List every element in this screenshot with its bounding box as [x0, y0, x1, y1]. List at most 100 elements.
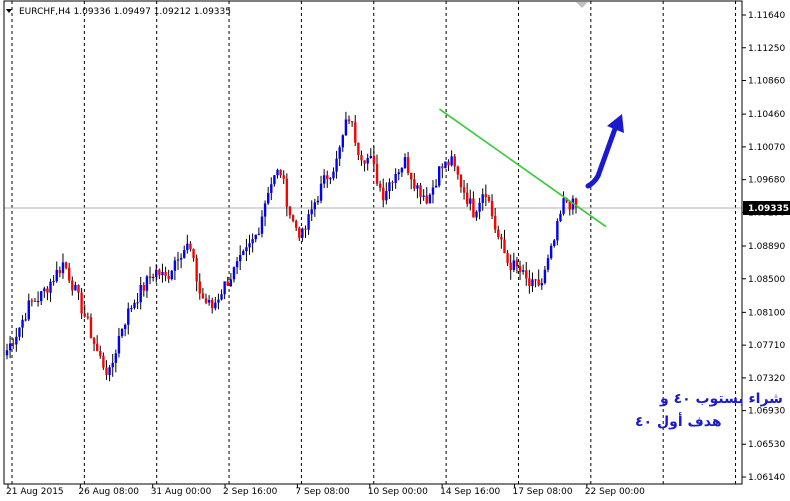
candle-body	[30, 300, 34, 302]
candle	[207, 295, 211, 306]
candle-body	[481, 194, 484, 203]
candle-body	[179, 257, 183, 260]
candle	[394, 168, 397, 189]
x-tick-label: 2 Sep 16:00	[223, 487, 278, 497]
candle	[503, 229, 506, 254]
candle	[497, 225, 500, 240]
candle-body	[21, 319, 24, 328]
candle	[515, 256, 519, 274]
candle	[441, 163, 444, 179]
candles	[5, 111, 578, 382]
candle	[372, 146, 376, 173]
candle	[403, 153, 407, 169]
candle	[329, 177, 332, 185]
scroll-marker-icon[interactable]	[576, 2, 588, 8]
candle-body	[161, 271, 164, 276]
candle	[338, 145, 341, 167]
candle	[335, 150, 338, 179]
candle-body	[534, 279, 537, 281]
candle-body	[15, 336, 18, 345]
candle-body	[500, 236, 503, 240]
candle	[493, 208, 497, 234]
candle-body	[279, 169, 282, 176]
candle-body	[5, 350, 9, 356]
candle-body	[18, 327, 21, 337]
candle-body	[285, 178, 289, 207]
candle-body	[43, 288, 46, 292]
candle-body	[304, 228, 307, 230]
candle-body	[363, 160, 366, 164]
candle-body	[263, 203, 267, 217]
x-tick-label: 31 Aug 00:00	[151, 487, 212, 497]
candle	[204, 293, 208, 305]
candle	[43, 286, 46, 298]
dropdown-triangle-icon[interactable]	[6, 9, 12, 13]
candle	[537, 269, 540, 287]
candle	[444, 161, 447, 169]
candle-body	[170, 270, 173, 280]
candle	[571, 195, 575, 215]
candle-body	[288, 206, 292, 216]
candle-body	[462, 187, 466, 193]
candle-body	[217, 299, 220, 303]
candle-body	[565, 198, 568, 202]
candle	[58, 266, 62, 278]
candle	[33, 297, 37, 303]
candle-body	[385, 191, 388, 201]
candle-body	[114, 353, 118, 363]
candle-body	[459, 174, 463, 188]
candle	[46, 286, 49, 301]
candle-body	[431, 187, 435, 195]
candle	[385, 182, 388, 205]
candle-body	[490, 200, 494, 217]
candle-body	[142, 284, 146, 291]
candle-body	[176, 259, 180, 261]
candle-body	[282, 175, 285, 179]
candle-body	[36, 301, 40, 303]
candle	[130, 305, 133, 313]
x-tick-label: 14 Sep 16:00	[440, 487, 500, 497]
y-tick-label: 1.09680	[748, 176, 785, 186]
candle	[459, 174, 463, 193]
candle	[127, 302, 130, 335]
candle	[490, 194, 494, 220]
candle-body	[419, 185, 422, 197]
candle	[462, 179, 466, 200]
candle-body	[347, 119, 351, 122]
candle	[242, 249, 245, 256]
candle-body	[422, 195, 425, 197]
candle-body	[528, 278, 531, 287]
candle	[456, 165, 460, 180]
candle-body	[291, 215, 295, 221]
candle	[360, 150, 363, 166]
candle-body	[397, 172, 400, 175]
candle-body	[493, 216, 497, 230]
candle	[332, 167, 335, 181]
candle-body	[375, 164, 379, 184]
y-tick-label: 1.08100	[748, 308, 785, 318]
candle-body	[444, 161, 447, 169]
candle	[192, 248, 195, 262]
candle	[64, 261, 68, 270]
candle	[546, 254, 550, 273]
candle-body	[127, 308, 130, 325]
candle	[469, 189, 472, 211]
candle-body	[186, 243, 189, 251]
candle-body	[270, 184, 273, 193]
candle-body	[130, 307, 133, 309]
candle	[105, 360, 108, 380]
candle	[528, 269, 531, 294]
candle	[183, 245, 186, 259]
candle-body	[12, 343, 15, 345]
candle-body	[515, 260, 519, 267]
candle-body	[207, 300, 211, 303]
candle	[102, 352, 105, 370]
candle	[512, 252, 516, 273]
candle-body	[543, 269, 547, 284]
candle	[378, 180, 382, 192]
x-tick-label: 17 Sep 08:00	[512, 487, 572, 497]
candle	[173, 256, 177, 281]
candle-body	[382, 187, 385, 201]
candle	[400, 167, 404, 177]
candle-body	[441, 166, 444, 169]
